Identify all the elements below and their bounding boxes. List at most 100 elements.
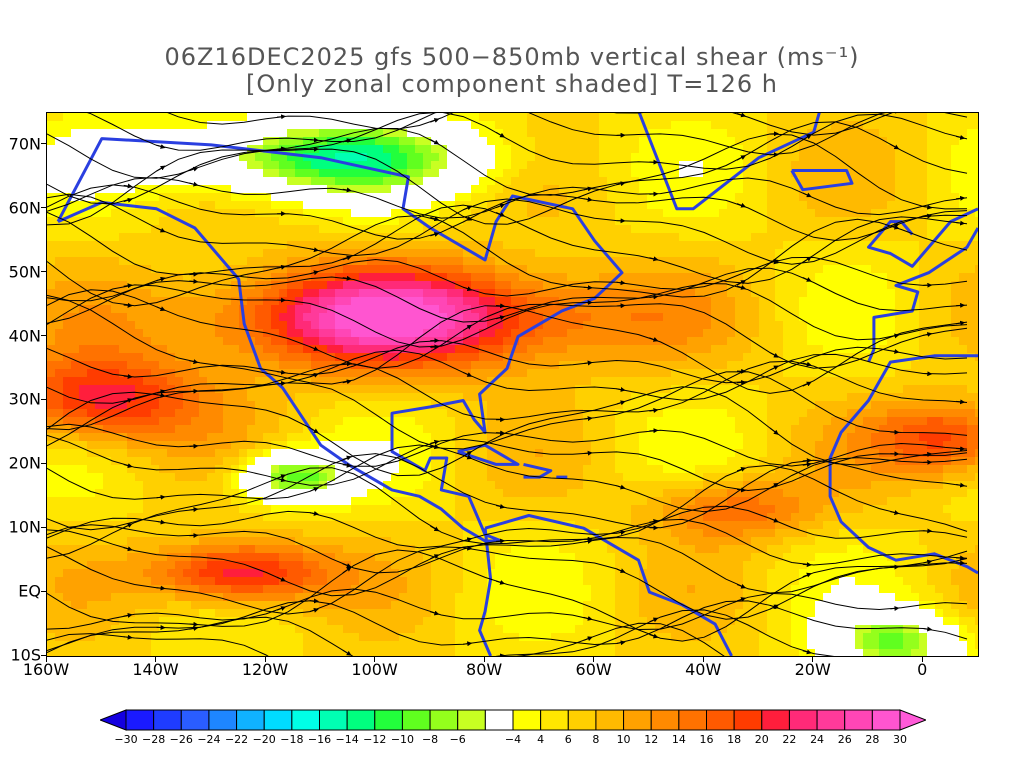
streamline-arrow <box>276 369 287 375</box>
streamline-arrow <box>156 519 166 525</box>
streamline-arrow <box>309 510 319 516</box>
streamline-arrow <box>583 636 593 642</box>
lon-label: 100W <box>351 660 398 679</box>
streamline-arrow <box>123 183 133 189</box>
streamline-arrow <box>802 458 812 464</box>
streamline-arrow <box>189 443 199 449</box>
streamline <box>47 121 968 205</box>
streamline-arrow <box>276 477 287 483</box>
streamline <box>47 133 968 226</box>
streamline-arrow <box>123 463 133 469</box>
streamline-arrow <box>156 585 166 591</box>
lat-tick <box>41 590 47 592</box>
colorbar-box <box>595 709 625 731</box>
lon-label: 80W <box>466 660 503 679</box>
streamline <box>47 256 968 302</box>
streamline-arrow <box>189 278 199 284</box>
streamline-arrow <box>923 451 933 457</box>
streamline-arrow <box>123 523 133 528</box>
lat-label: 60N <box>8 198 41 218</box>
lon-tick <box>264 656 266 662</box>
lon-label: 0 <box>917 660 928 679</box>
streamline-arrow <box>736 202 747 208</box>
coastlines <box>56 113 978 656</box>
streamline-arrow <box>802 276 812 282</box>
colorbar-box <box>816 709 846 731</box>
colorbar-label: 20 <box>754 733 769 746</box>
streamline-arrow <box>769 517 779 523</box>
streamline-arrow <box>156 144 166 149</box>
streamline <box>47 297 968 394</box>
colorbar-box <box>291 709 321 731</box>
lon-label: 60W <box>575 660 612 679</box>
lat-tick <box>41 143 47 145</box>
streamline-arrow <box>430 610 440 616</box>
streamline-arrow <box>189 271 199 277</box>
streamline-arrow <box>583 538 593 544</box>
coastline-4 <box>867 207 978 268</box>
lat-tick <box>41 271 47 273</box>
streamline-arrow <box>189 626 199 631</box>
streamline-arrow <box>123 546 133 552</box>
streamline-arrow <box>495 131 506 138</box>
colorbar <box>100 709 926 731</box>
streamline-arrow <box>189 166 199 172</box>
colorbar-box <box>871 709 901 731</box>
colorbar-box <box>761 709 790 731</box>
colorbar-label: 8 <box>592 733 600 746</box>
streamline-arrow <box>309 372 319 378</box>
streamline-arrow <box>309 598 319 604</box>
colorbar-box <box>125 709 155 731</box>
streamline-arrow <box>430 344 440 350</box>
streamline-arrow <box>495 203 506 209</box>
streamline-arrow <box>736 467 747 472</box>
coastline-8 <box>523 462 553 479</box>
streamline-arrow <box>736 583 747 589</box>
colorbar-box <box>788 709 818 731</box>
streamline-arrow <box>616 181 626 187</box>
streamline <box>47 444 968 513</box>
streamline-arrow <box>123 197 133 203</box>
streamline <box>47 588 968 631</box>
colorbar-box <box>429 709 459 731</box>
streamline-arrow <box>495 580 506 585</box>
streamline-arrow <box>342 187 352 193</box>
streamline-arrow <box>309 270 319 276</box>
streamline-arrow <box>802 462 812 468</box>
streamline-arrow <box>616 280 626 286</box>
streamline-arrow <box>430 138 440 145</box>
streamline-arrow <box>463 286 473 292</box>
streamline-arrow <box>616 640 626 646</box>
streamline-arrow <box>463 641 473 647</box>
streamline-arrow <box>923 626 933 632</box>
streamline-arrow <box>736 285 747 290</box>
streamline-arrow <box>276 114 287 120</box>
streamline-arrow <box>342 138 352 144</box>
streamline <box>47 282 968 348</box>
streamline-arrow <box>123 612 133 618</box>
streamline-arrow <box>649 337 659 342</box>
streamline <box>47 371 968 450</box>
streamline-arrow <box>890 605 900 611</box>
streamline-arrow <box>496 653 506 656</box>
streamline-arrow <box>802 256 812 264</box>
colorbar-box <box>623 709 652 731</box>
streamline-arrow <box>430 232 440 237</box>
streamline-arrow <box>342 379 352 385</box>
shear-shading <box>47 113 978 656</box>
colorbar-box <box>540 709 569 731</box>
colorbar-label: −14 <box>335 733 359 746</box>
lon-label: 20W <box>794 660 831 679</box>
streamline-arrow <box>583 285 593 291</box>
streamline-arrow <box>496 303 506 309</box>
streamline-arrow <box>156 494 166 500</box>
lon-tick <box>593 656 595 662</box>
chart-title: 06Z16DEC2025 gfs 500−850mb vertical shea… <box>0 44 1024 98</box>
streamline-arrow <box>923 213 933 219</box>
streamline-arrow <box>802 562 812 568</box>
streamline-arrow <box>956 220 966 226</box>
streamline-arrow <box>430 525 440 532</box>
colorbar-label: 30 <box>893 733 907 746</box>
lon-tick <box>374 656 376 662</box>
streamline-arrow <box>736 280 746 286</box>
